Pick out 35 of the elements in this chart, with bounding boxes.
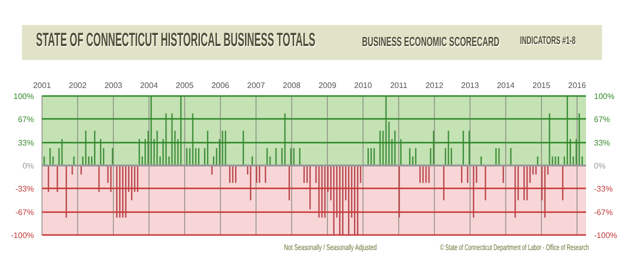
y-tick-label: 33% — [18, 138, 34, 148]
x-tick-label: 2007 — [247, 81, 266, 90]
text: © State of Connecticut Department of Labor - Office of Research — [440, 243, 589, 252]
text: INDICATORS #1-8 — [520, 35, 576, 47]
x-tick-label: 2012 — [425, 81, 444, 90]
y-tick-label: -33% — [15, 184, 34, 194]
text: Not Seasonally / Seasonally Adjusted — [284, 243, 377, 252]
chart-subtitle: BUSINESS ECONOMIC SCORECARD — [362, 34, 500, 49]
x-tick-label: 2008 — [282, 81, 302, 90]
y2-tick-label: 33% — [594, 138, 610, 148]
x-tick-label: 2016 — [568, 81, 587, 90]
x-tick-label: 2004 — [140, 81, 158, 90]
x-tick-label: 2009 — [318, 81, 337, 90]
y-tick-label: 0% — [22, 162, 34, 170]
y2-tick-label: -67% — [594, 208, 613, 218]
y-tick-label: 100% — [14, 92, 34, 101]
x-tick-label: 2010 — [354, 81, 372, 90]
y-tick-label: -100% — [10, 231, 34, 240]
x-tick-label: 2001 — [33, 81, 52, 90]
y2-tick-label: 67% — [594, 114, 610, 124]
x-tick-label: 2013 — [461, 81, 480, 90]
x-tick-label: 2002 — [68, 81, 88, 90]
x-tick-label: 2006 — [211, 81, 230, 90]
y2-tick-label: 0% — [594, 162, 606, 170]
x-tick-label: 2011 — [390, 81, 408, 90]
y-tick-label: 67% — [18, 114, 34, 124]
x-tick-label: 2014 — [496, 81, 516, 90]
y-tick-label: -67% — [15, 208, 34, 218]
x-tick-label: 2015 — [532, 81, 551, 90]
x-tick-label: 2005 — [176, 81, 194, 90]
y2-tick-label: -33% — [594, 184, 613, 194]
x-tick-label: 2003 — [104, 81, 123, 90]
chart-title: STATE OF CONNECTICUT HISTORICAL BUSINESS TOTALS — [36, 30, 316, 52]
y2-tick-label: 100% — [594, 92, 614, 101]
y2-tick-label: -100% — [594, 231, 618, 240]
